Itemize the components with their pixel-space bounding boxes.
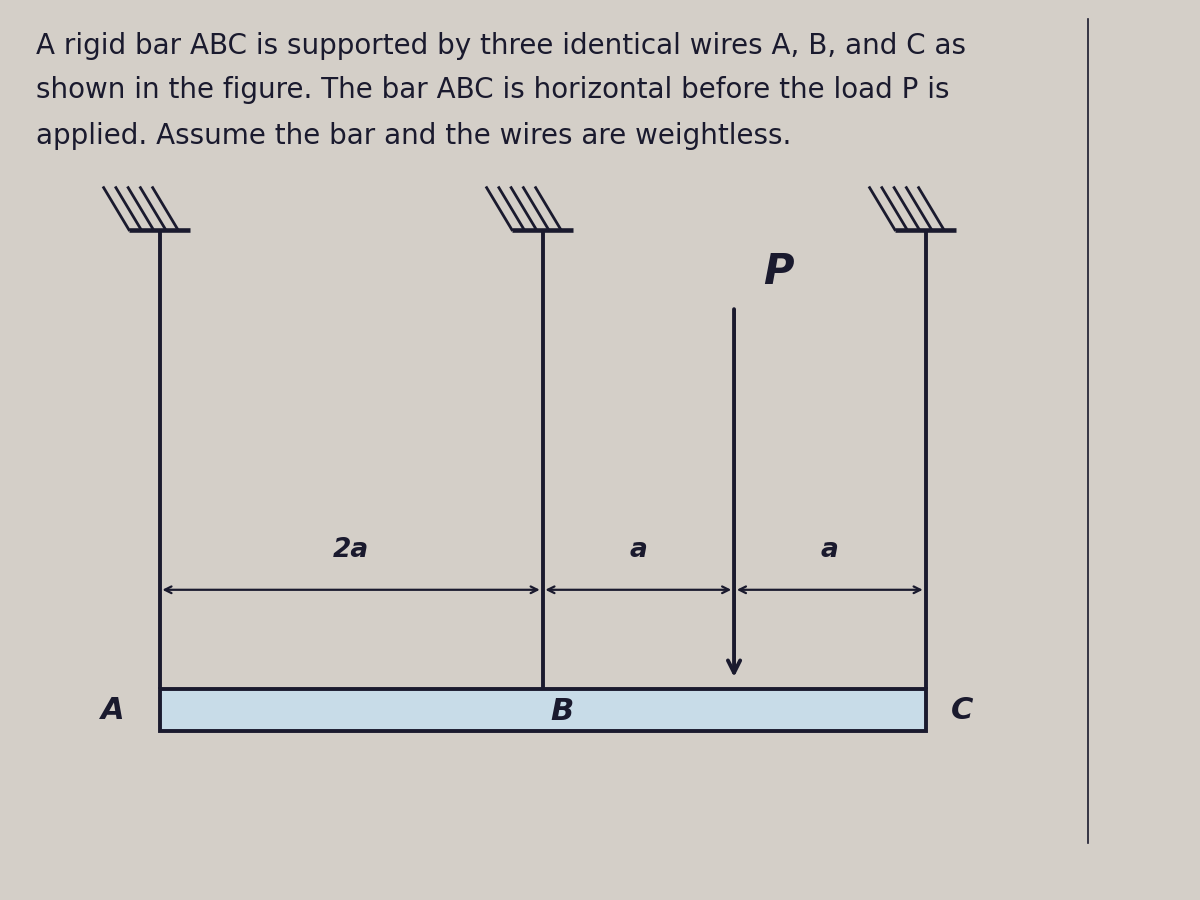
Text: A: A bbox=[102, 696, 125, 725]
Text: C: C bbox=[950, 696, 973, 725]
Text: P: P bbox=[763, 251, 793, 292]
Text: a: a bbox=[821, 537, 839, 563]
Text: 2a: 2a bbox=[334, 537, 370, 563]
Text: a: a bbox=[630, 537, 647, 563]
Text: shown in the figure. The bar ABC is horizontal before the load P is: shown in the figure. The bar ABC is hori… bbox=[36, 76, 949, 104]
Bar bbox=[160, 689, 925, 732]
Text: A rigid bar ABC is supported by three identical wires A, B, and C as: A rigid bar ABC is supported by three id… bbox=[36, 32, 966, 59]
Text: applied. Assume the bar and the wires are weightless.: applied. Assume the bar and the wires ar… bbox=[36, 122, 791, 149]
Text: B: B bbox=[551, 697, 574, 726]
